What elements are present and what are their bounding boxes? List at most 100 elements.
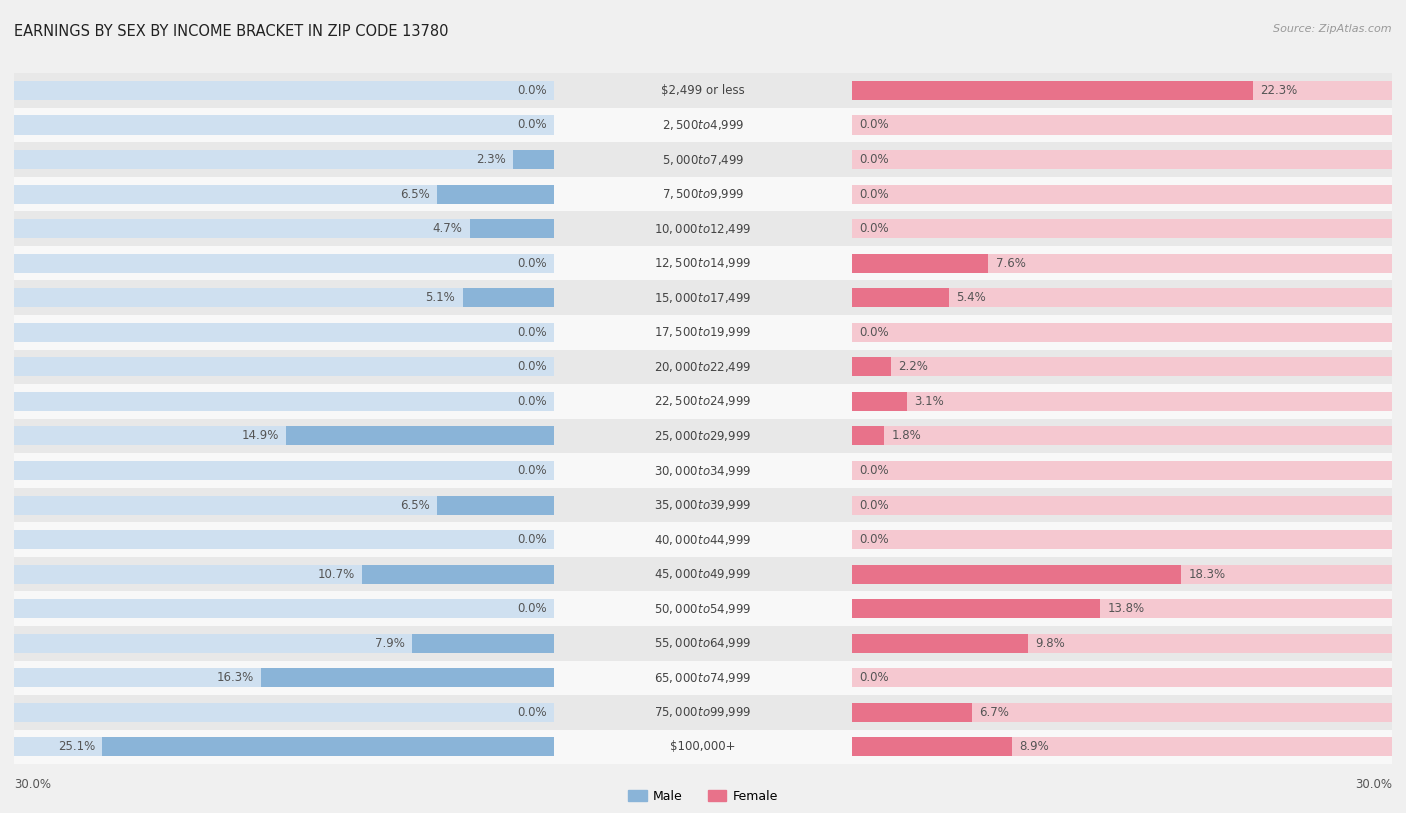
Bar xyxy=(554,73,852,107)
Bar xyxy=(14,73,554,107)
Bar xyxy=(554,315,852,350)
Text: $45,000 to $49,999: $45,000 to $49,999 xyxy=(654,567,752,581)
Text: 5.1%: 5.1% xyxy=(426,291,456,304)
Bar xyxy=(262,668,554,687)
Bar xyxy=(14,660,554,695)
Bar xyxy=(554,592,852,626)
Bar xyxy=(14,392,554,411)
Text: 0.0%: 0.0% xyxy=(859,188,889,201)
Text: 6.5%: 6.5% xyxy=(401,188,430,201)
Bar xyxy=(437,185,554,203)
Bar xyxy=(14,634,554,653)
Text: 22.3%: 22.3% xyxy=(1260,84,1298,97)
Bar xyxy=(14,185,554,203)
Bar xyxy=(554,695,852,730)
Bar xyxy=(14,107,554,142)
Bar xyxy=(14,254,554,272)
Bar xyxy=(554,454,852,488)
Bar xyxy=(852,737,1392,756)
Text: $22,500 to $24,999: $22,500 to $24,999 xyxy=(654,394,752,408)
Bar xyxy=(470,220,554,238)
Text: $40,000 to $44,999: $40,000 to $44,999 xyxy=(654,533,752,546)
Bar xyxy=(554,176,852,211)
Bar xyxy=(852,358,891,376)
Bar xyxy=(852,523,1392,557)
Bar xyxy=(852,176,1392,211)
Bar xyxy=(14,289,554,307)
Bar xyxy=(554,280,852,315)
Bar xyxy=(852,150,1392,169)
Text: 2.2%: 2.2% xyxy=(898,360,928,373)
Text: 0.0%: 0.0% xyxy=(859,498,889,511)
Text: 0.0%: 0.0% xyxy=(517,84,547,97)
Bar xyxy=(852,115,1392,134)
Bar xyxy=(852,323,1392,341)
Bar xyxy=(14,427,554,446)
Bar xyxy=(14,461,554,480)
Bar xyxy=(852,220,1392,238)
Text: 0.0%: 0.0% xyxy=(517,326,547,339)
Text: 0.0%: 0.0% xyxy=(859,464,889,477)
Bar xyxy=(554,730,852,764)
Bar xyxy=(852,634,1028,653)
Bar xyxy=(852,81,1253,100)
Text: $10,000 to $12,499: $10,000 to $12,499 xyxy=(654,222,752,236)
Bar xyxy=(852,358,1392,376)
Text: 13.8%: 13.8% xyxy=(1108,602,1144,615)
Text: 0.0%: 0.0% xyxy=(859,119,889,132)
Bar xyxy=(554,523,852,557)
Bar xyxy=(14,419,554,454)
Bar xyxy=(852,599,1392,618)
Text: 7.9%: 7.9% xyxy=(375,637,405,650)
Text: 6.7%: 6.7% xyxy=(980,706,1010,719)
Text: 6.5%: 6.5% xyxy=(401,498,430,511)
Bar xyxy=(852,254,1392,272)
Bar xyxy=(14,81,554,100)
Bar xyxy=(852,289,1392,307)
Bar xyxy=(14,530,554,549)
Bar xyxy=(852,315,1392,350)
Bar xyxy=(103,737,554,756)
Text: $7,500 to $9,999: $7,500 to $9,999 xyxy=(662,187,744,201)
Bar xyxy=(852,246,1392,280)
Text: $5,000 to $7,499: $5,000 to $7,499 xyxy=(662,153,744,167)
Text: 0.0%: 0.0% xyxy=(859,153,889,166)
Text: 10.7%: 10.7% xyxy=(318,567,354,580)
Text: 0.0%: 0.0% xyxy=(859,533,889,546)
Text: 4.7%: 4.7% xyxy=(433,222,463,235)
Text: $17,500 to $19,999: $17,500 to $19,999 xyxy=(654,325,752,339)
Text: $25,000 to $29,999: $25,000 to $29,999 xyxy=(654,429,752,443)
Bar xyxy=(554,557,852,592)
Bar xyxy=(852,557,1392,592)
Text: 0.0%: 0.0% xyxy=(517,395,547,408)
Text: 0.0%: 0.0% xyxy=(517,464,547,477)
Bar xyxy=(852,280,1392,315)
Bar xyxy=(852,254,988,272)
Text: 7.6%: 7.6% xyxy=(995,257,1025,270)
Bar xyxy=(554,419,852,454)
Bar xyxy=(14,488,554,523)
Bar xyxy=(852,565,1181,584)
Bar xyxy=(14,523,554,557)
Bar xyxy=(852,496,1392,515)
Text: $100,000+: $100,000+ xyxy=(671,741,735,754)
Bar xyxy=(14,315,554,350)
Bar xyxy=(554,488,852,523)
Text: $65,000 to $74,999: $65,000 to $74,999 xyxy=(654,671,752,685)
Bar xyxy=(852,599,1099,618)
Bar xyxy=(14,668,554,687)
Text: 0.0%: 0.0% xyxy=(517,706,547,719)
Text: 5.4%: 5.4% xyxy=(956,291,986,304)
Bar xyxy=(852,488,1392,523)
Bar xyxy=(513,150,554,169)
Bar xyxy=(14,246,554,280)
Bar xyxy=(852,385,1392,419)
Text: 25.1%: 25.1% xyxy=(58,741,96,754)
Bar xyxy=(852,592,1392,626)
Text: 0.0%: 0.0% xyxy=(517,119,547,132)
Bar xyxy=(14,385,554,419)
Bar xyxy=(14,737,554,756)
Bar xyxy=(14,115,554,134)
Bar xyxy=(14,323,554,341)
Bar xyxy=(852,289,949,307)
